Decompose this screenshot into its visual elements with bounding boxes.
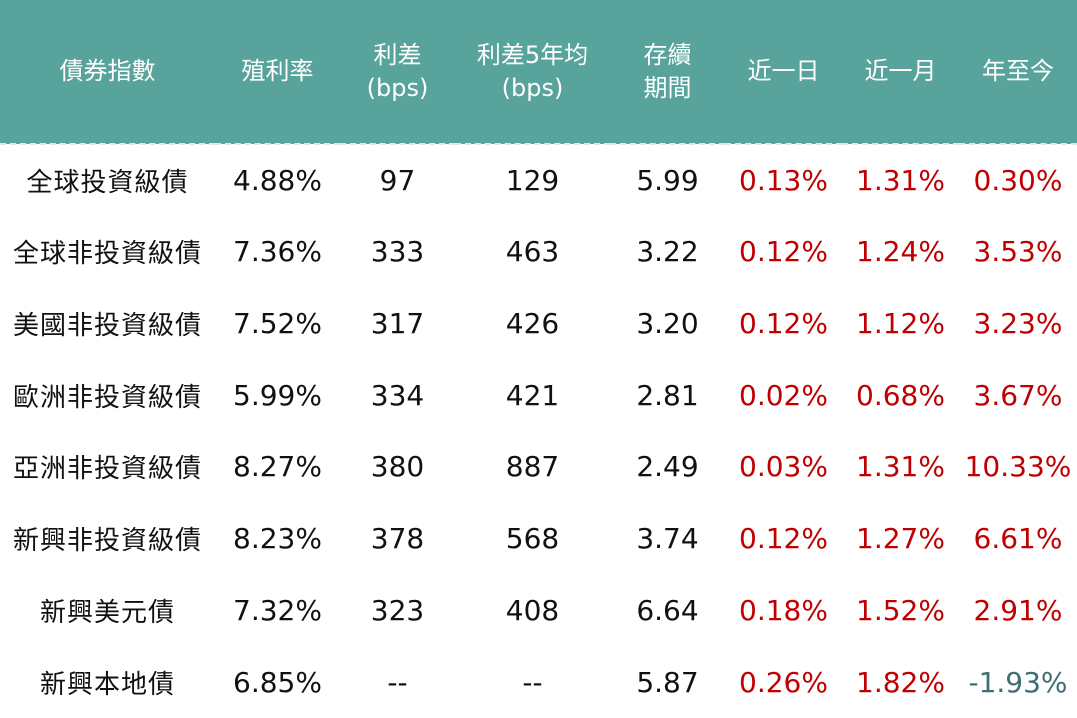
cell-ytd: 6.61% (973, 522, 1063, 556)
col-header-bond-index: 債券指數 (0, 0, 215, 145)
cell-name: 美國非投資級債 (12, 310, 202, 341)
table-body: 全球投資級債 4.88% 97 129 5.99 0.13% 1.31% 0.30% 全球非投資… (0, 144, 1077, 718)
cell-yield: 6.85% (233, 665, 322, 699)
cell-d1: 0.13% (739, 163, 828, 197)
col-header-spread-bps: 利差 (bps) (340, 0, 455, 145)
cell-spread: 97 (379, 163, 416, 197)
cell-yield: 7.32% (233, 593, 322, 627)
cell-m1: 1.31% (856, 163, 945, 197)
cell-m1: 1.24% (856, 235, 945, 269)
cell-d1: 0.12% (739, 522, 828, 556)
cell-d1: 0.12% (739, 235, 828, 269)
cell-yield: 5.99% (233, 378, 322, 412)
cell-yield: 8.23% (233, 522, 322, 556)
cell-duration: 5.87 (636, 665, 699, 699)
table-row: 全球投資級債 4.88% 97 129 5.99 0.13% 1.31% 0.30% (0, 144, 1077, 216)
cell-name: 全球非投資級債 (12, 239, 202, 270)
header-row: 債券指數 殖利率 利差 (bps) 利差5年均 (bps) 存續 期間 近一日 … (0, 0, 1077, 145)
cell-spread5y: 568 (505, 522, 560, 556)
cell-spread: 334 (370, 378, 425, 412)
col-header-duration: 存續 期間 (610, 0, 725, 145)
cell-d1: 0.03% (739, 450, 828, 484)
cell-duration: 2.49 (636, 450, 699, 484)
cell-name: 新興本地債 (39, 669, 175, 700)
cell-yield: 8.27% (233, 450, 322, 484)
cell-name: 新興非投資級債 (12, 526, 202, 557)
cell-m1: 0.68% (856, 378, 945, 412)
cell-spread5y: 421 (505, 378, 560, 412)
cell-spread5y: 887 (505, 450, 560, 484)
cell-name: 亞洲非投資級債 (12, 454, 202, 485)
cell-spread: 323 (370, 593, 425, 627)
cell-duration: 3.20 (636, 306, 699, 340)
cell-m1: 1.27% (856, 522, 945, 556)
cell-duration: 6.64 (636, 593, 699, 627)
cell-name: 全球投資級債 (26, 167, 189, 198)
cell-spread5y: 129 (505, 163, 560, 197)
cell-spread5y: 408 (505, 593, 560, 627)
cell-d1: 0.02% (739, 378, 828, 412)
cell-duration: 2.81 (636, 378, 699, 412)
cell-yield: 7.52% (233, 306, 322, 340)
cell-ytd: 10.33% (964, 450, 1072, 484)
cell-d1: 0.12% (739, 306, 828, 340)
cell-ytd: 0.30% (973, 163, 1063, 197)
cell-duration: 5.99 (636, 163, 699, 197)
cell-d1: 0.18% (739, 593, 828, 627)
table-row: 全球非投資級債 7.36% 333 463 3.22 0.12% 1.24% 3.53% (0, 216, 1077, 288)
cell-spread5y: 426 (505, 306, 560, 340)
cell-spread5y: 463 (505, 235, 560, 269)
cell-name: 歐洲非投資級債 (12, 382, 202, 413)
cell-ytd: 3.23% (973, 306, 1063, 340)
col-header-spread-5y-avg: 利差5年均 (bps) (455, 0, 610, 145)
cell-ytd: 3.67% (973, 378, 1063, 412)
cell-spread5y: -- (522, 665, 543, 699)
cell-spread: 378 (370, 522, 425, 556)
cell-spread: -- (387, 665, 408, 699)
cell-m1: 1.82% (856, 665, 945, 699)
cell-ytd: -1.93% (968, 665, 1068, 699)
cell-m1: 1.31% (856, 450, 945, 484)
col-header-1-day: 近一日 (725, 0, 842, 145)
cell-spread: 380 (370, 450, 425, 484)
cell-spread: 333 (370, 235, 425, 269)
cell-d1: 0.26% (739, 665, 828, 699)
cell-m1: 1.12% (856, 306, 945, 340)
cell-spread: 317 (370, 306, 425, 340)
table-row: 美國非投資級債 7.52% 317 426 3.20 0.12% 1.12% 3.23% (0, 288, 1077, 360)
col-header-ytd: 年至今 (959, 0, 1077, 145)
cell-duration: 3.22 (636, 235, 699, 269)
cell-ytd: 2.91% (973, 593, 1063, 627)
cell-m1: 1.52% (856, 593, 945, 627)
table-row: 歐洲非投資級債 5.99% 334 421 2.81 0.02% 0.68% 3.67% (0, 359, 1077, 431)
table-row: 新興本地債 6.85% -- -- 5.87 0.26% 1.82% -1.93% (0, 646, 1077, 718)
cell-name: 新興美元債 (39, 597, 175, 628)
cell-ytd: 3.53% (973, 235, 1063, 269)
table-row: 亞洲非投資級債 8.27% 380 887 2.49 0.03% 1.31% 10.33% (0, 431, 1077, 503)
cell-duration: 3.74 (636, 522, 699, 556)
col-header-yield: 殖利率 (215, 0, 340, 145)
cell-yield: 7.36% (233, 235, 322, 269)
table-header: 債券指數 殖利率 利差 (bps) 利差5年均 (bps) 存續 期間 近一日 … (0, 0, 1077, 145)
table-row: 新興非投資級債 8.23% 378 568 3.74 0.12% 1.27% 6.61% (0, 503, 1077, 575)
cell-yield: 4.88% (233, 163, 322, 197)
col-header-1-month: 近一月 (842, 0, 959, 145)
table-row: 新興美元債 7.32% 323 408 6.64 0.18% 1.52% 2.91% (0, 575, 1077, 647)
